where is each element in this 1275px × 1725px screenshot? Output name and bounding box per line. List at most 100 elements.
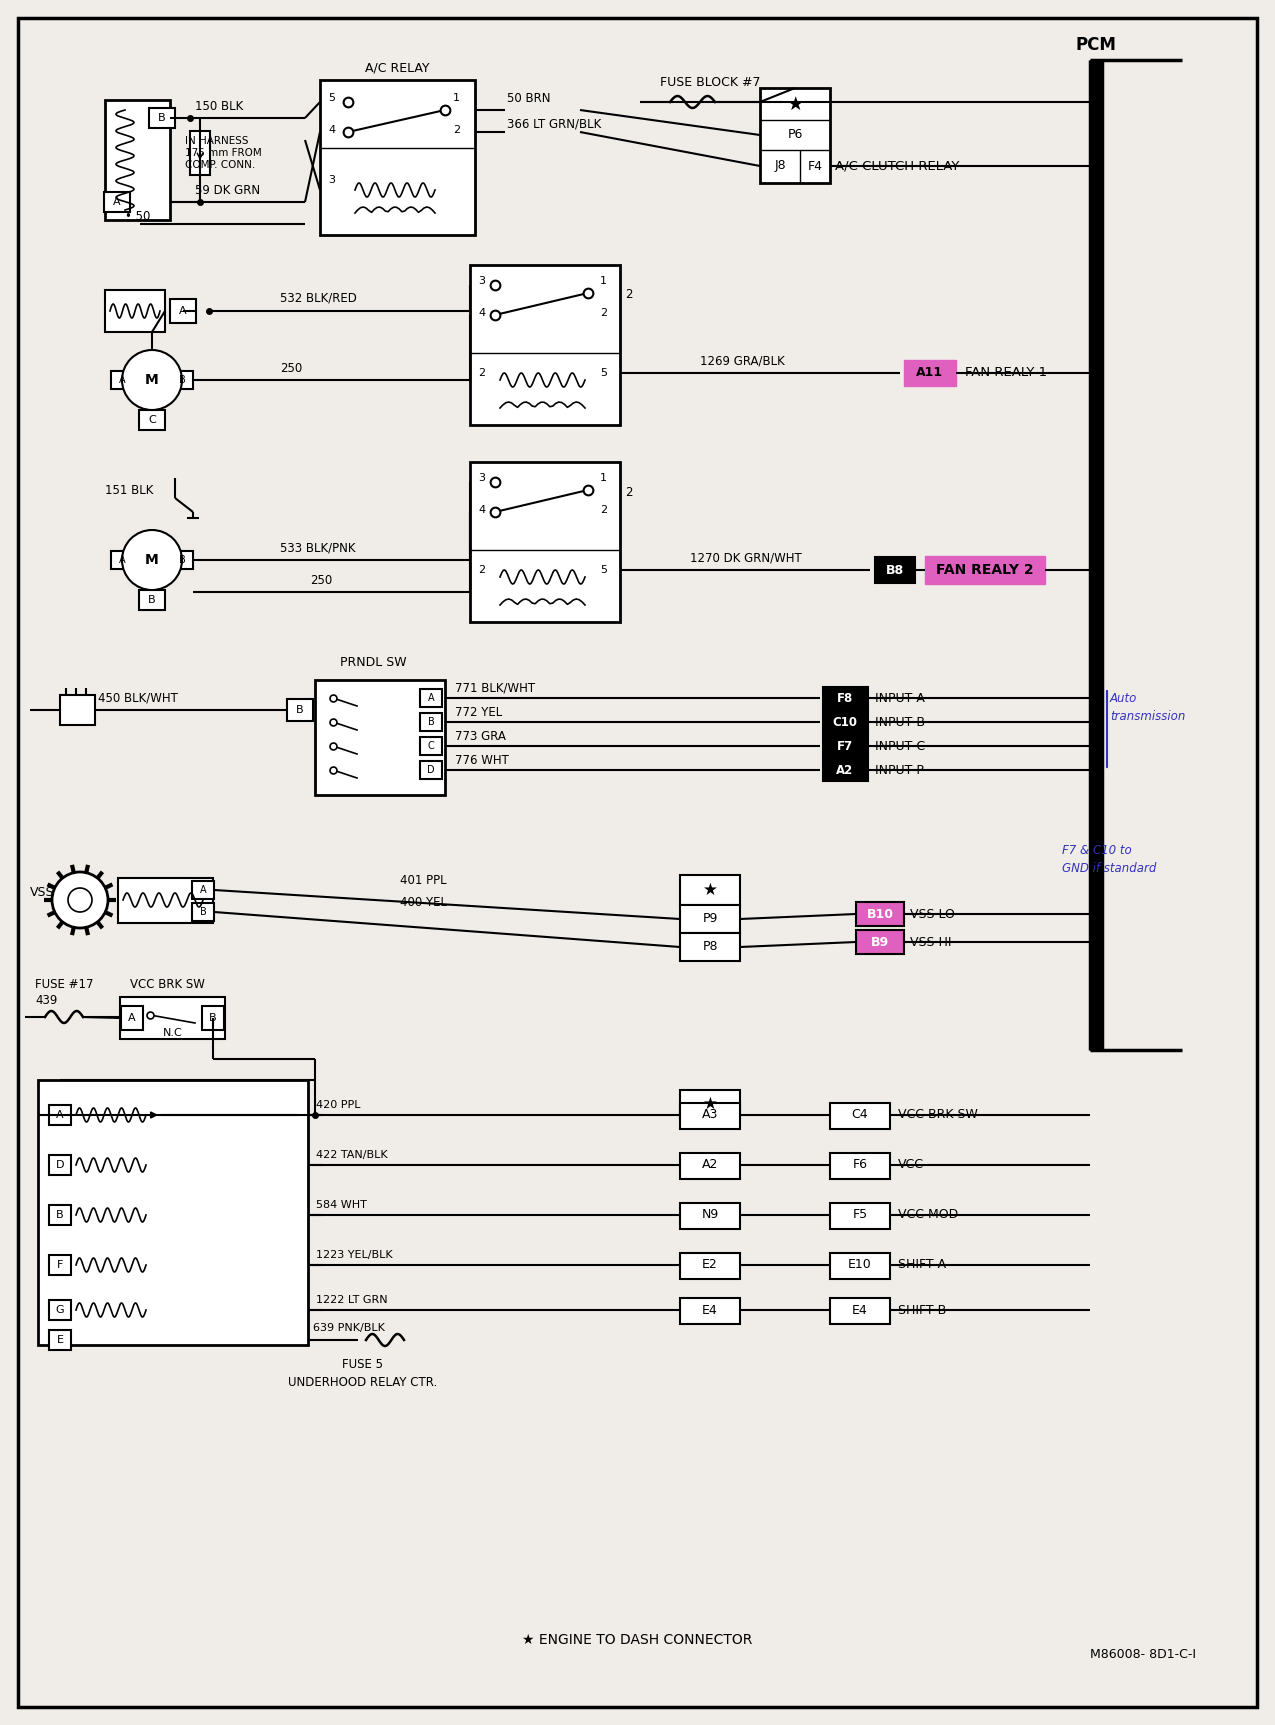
- Bar: [419, 737, 442, 756]
- Text: VCC BRK SW: VCC BRK SW: [898, 1109, 978, 1121]
- Text: 422 TAN/BLK: 422 TAN/BLK: [316, 1151, 388, 1159]
- Text: 1223 YEL/BLK: 1223 YEL/BLK: [316, 1251, 393, 1259]
- Text: 366 LT GRN/BLK: 366 LT GRN/BLK: [507, 117, 602, 131]
- Bar: [48, 1330, 71, 1351]
- Bar: [48, 1301, 71, 1320]
- Text: FUSE BLOCK #7: FUSE BLOCK #7: [660, 76, 760, 88]
- Text: 2: 2: [601, 505, 607, 516]
- Text: B: B: [56, 1209, 64, 1220]
- Text: 450 BLK/WHT: 450 BLK/WHT: [98, 692, 178, 704]
- Text: E4: E4: [852, 1304, 868, 1316]
- Bar: [856, 902, 904, 926]
- Bar: [470, 266, 620, 424]
- Text: PRNDL SW: PRNDL SW: [340, 656, 407, 669]
- Text: C: C: [148, 416, 156, 424]
- Circle shape: [52, 873, 108, 928]
- Bar: [760, 88, 830, 183]
- Bar: [419, 761, 442, 780]
- Text: G: G: [56, 1306, 64, 1314]
- Text: • 50: • 50: [125, 209, 150, 223]
- Text: SHIFT A: SHIFT A: [898, 1259, 946, 1271]
- Text: A2: A2: [836, 764, 854, 776]
- Text: F7 & C10 to: F7 & C10 to: [1062, 844, 1132, 857]
- Text: 4: 4: [478, 505, 484, 516]
- Text: 3: 3: [478, 473, 484, 483]
- Bar: [170, 298, 196, 323]
- Text: 1: 1: [601, 276, 607, 286]
- Text: 5: 5: [601, 367, 607, 378]
- Bar: [875, 557, 915, 583]
- Text: A: A: [200, 885, 207, 895]
- Bar: [139, 590, 164, 611]
- Bar: [419, 688, 442, 707]
- Text: Auto: Auto: [1111, 692, 1137, 704]
- Text: P6: P6: [787, 128, 803, 141]
- Text: 2: 2: [453, 124, 460, 135]
- Bar: [419, 712, 442, 731]
- Text: M86008- 8D1-C-I: M86008- 8D1-C-I: [1090, 1649, 1196, 1661]
- Text: FUSE #17: FUSE #17: [34, 978, 93, 992]
- Text: VCC BRK SW: VCC BRK SW: [130, 978, 205, 992]
- Text: 584 WHT: 584 WHT: [316, 1201, 367, 1209]
- Text: 4: 4: [328, 124, 335, 135]
- Text: 639 PNK/BLK: 639 PNK/BLK: [312, 1323, 385, 1333]
- Text: 400 YEL: 400 YEL: [400, 895, 448, 909]
- Bar: [856, 930, 904, 954]
- Text: UNDERHOOD RELAY CTR.: UNDERHOOD RELAY CTR.: [288, 1375, 437, 1389]
- Text: F8: F8: [836, 692, 853, 704]
- Text: A3: A3: [701, 1109, 718, 1121]
- Bar: [680, 1297, 740, 1325]
- Bar: [470, 462, 620, 623]
- Text: VSS: VSS: [31, 885, 55, 899]
- Text: IN HARNESS
175 mm FROM
COMP. CONN.: IN HARNESS 175 mm FROM COMP. CONN.: [185, 136, 261, 169]
- Text: INPUT C: INPUT C: [875, 740, 926, 752]
- Text: 420 PPL: 420 PPL: [316, 1101, 361, 1109]
- Text: M: M: [145, 373, 159, 386]
- Bar: [680, 1090, 740, 1118]
- Text: 3: 3: [478, 276, 484, 286]
- Bar: [680, 1152, 740, 1178]
- Text: A/C RELAY: A/C RELAY: [365, 62, 430, 74]
- Text: A2: A2: [701, 1159, 718, 1171]
- Bar: [193, 881, 214, 899]
- Text: 439: 439: [34, 995, 57, 1007]
- Text: 5: 5: [328, 93, 335, 104]
- Text: 776 WHT: 776 WHT: [455, 754, 509, 766]
- Text: INPUT A: INPUT A: [875, 692, 924, 704]
- Text: D: D: [427, 764, 435, 775]
- Bar: [680, 1102, 740, 1128]
- Text: E4: E4: [703, 1304, 718, 1316]
- Text: 1222 LT GRN: 1222 LT GRN: [316, 1295, 388, 1306]
- Text: 1: 1: [453, 93, 460, 104]
- Text: C10: C10: [833, 716, 858, 728]
- Text: 772 YEL: 772 YEL: [455, 706, 502, 719]
- Text: INPUT B: INPUT B: [875, 716, 924, 728]
- Text: A: A: [113, 197, 121, 207]
- Text: F5: F5: [853, 1209, 867, 1221]
- Bar: [119, 878, 213, 923]
- Text: 532 BLK/RED: 532 BLK/RED: [280, 292, 357, 305]
- Bar: [120, 997, 224, 1038]
- Text: GND if standard: GND if standard: [1062, 861, 1156, 875]
- Text: VCC: VCC: [898, 1159, 924, 1171]
- Text: N9: N9: [701, 1209, 719, 1221]
- Bar: [320, 79, 476, 235]
- Text: B: B: [427, 718, 435, 726]
- Bar: [924, 555, 1046, 585]
- Text: 50 BRN: 50 BRN: [507, 91, 551, 105]
- Bar: [105, 191, 130, 212]
- Bar: [680, 933, 740, 961]
- Text: A: A: [119, 374, 125, 385]
- Circle shape: [122, 530, 182, 590]
- Text: INPUT P: INPUT P: [875, 764, 924, 776]
- Text: 771 BLK/WHT: 771 BLK/WHT: [455, 681, 536, 695]
- Text: D: D: [56, 1159, 64, 1170]
- Bar: [190, 131, 210, 174]
- Text: C: C: [427, 742, 435, 750]
- Text: P9: P9: [703, 913, 718, 926]
- Bar: [830, 1102, 890, 1128]
- Bar: [680, 875, 740, 906]
- Circle shape: [122, 350, 182, 411]
- Text: FAN REALY 1: FAN REALY 1: [965, 366, 1047, 380]
- Text: 2: 2: [478, 367, 484, 378]
